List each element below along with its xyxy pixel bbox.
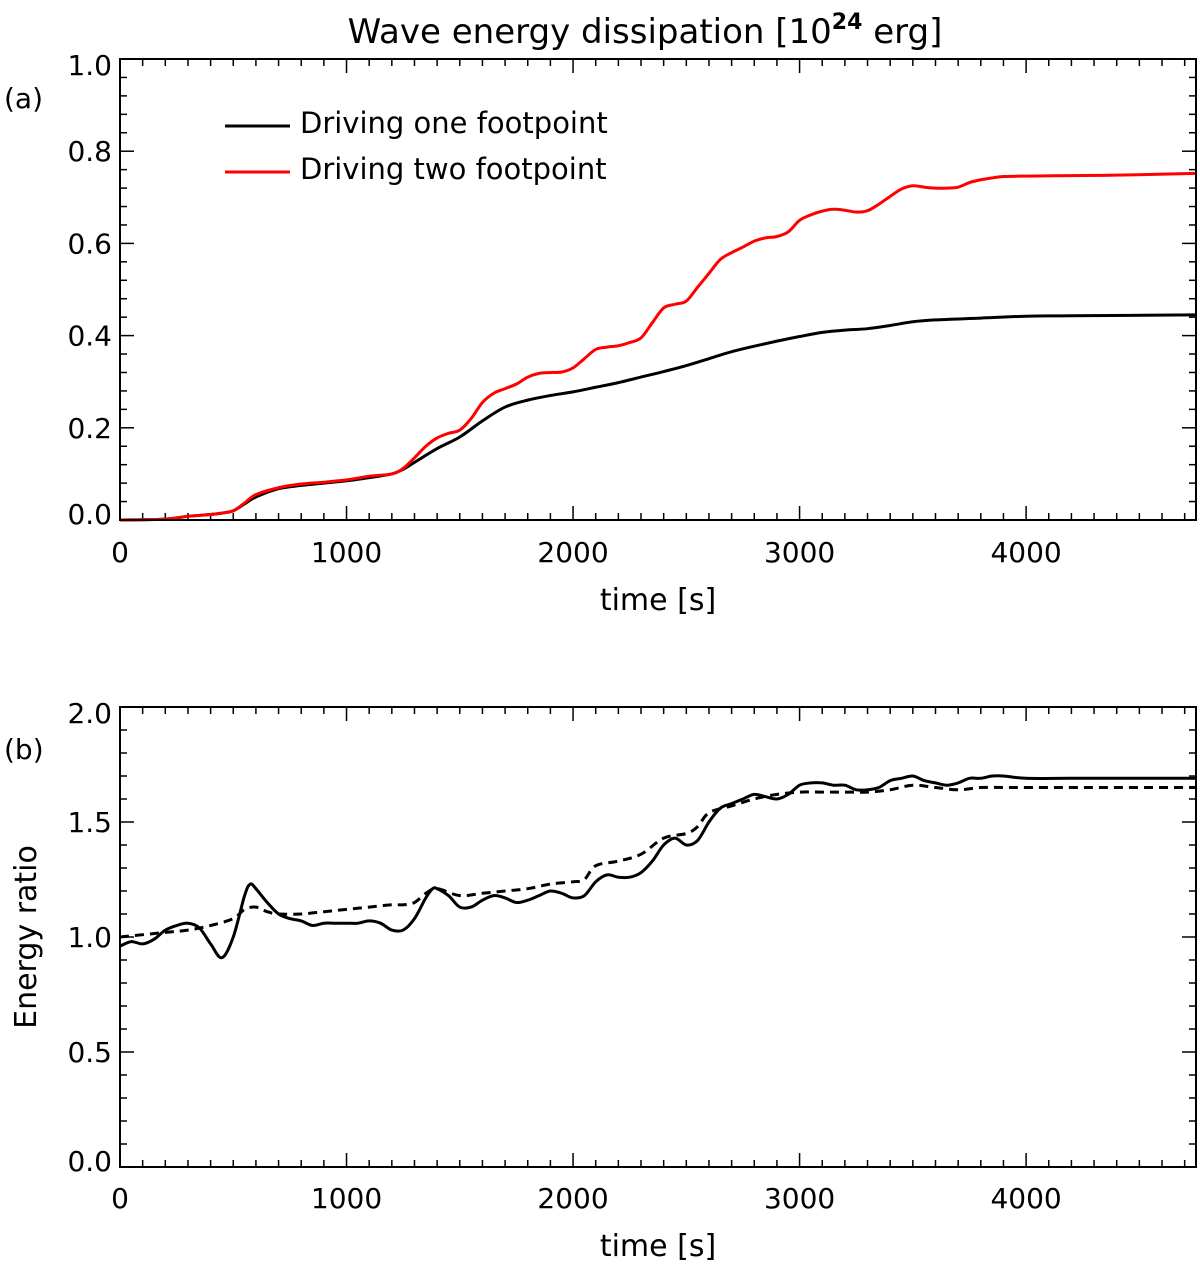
panel-b-y-axis-label: Energy ratio: [9, 845, 44, 1029]
b-x-tick-label: 0: [111, 1182, 129, 1215]
a-series-line-2: [119, 171, 1197, 522]
a-x-tick-label: 2000: [537, 536, 608, 569]
b-y-tick-label: 0.0: [67, 1145, 112, 1178]
b-x-tick-label: 1000: [311, 1182, 382, 1215]
panel-b-x-axis-label: time [s]: [600, 1229, 716, 1264]
b-y-tick-label: 1.5: [67, 806, 112, 839]
chart-title: Wave energy dissipation [1024 erg]: [348, 10, 943, 52]
a-y-tick-label: 0.6: [67, 227, 112, 260]
a-y-tick-label: 0.4: [67, 320, 112, 353]
b-y-tick-label: 0.5: [67, 1036, 112, 1069]
a-y-tick-label: 0.8: [67, 135, 112, 168]
panel-label-b: (b): [4, 733, 44, 766]
a-series-line-1: [119, 313, 1197, 522]
panel-b-ticks: 0 1000 2000 3000 4000 0.0 0.5 1.0 1.5 2.0: [67, 697, 1196, 1215]
panel-a-frame: [119, 58, 1197, 521]
panel-a-series: [119, 171, 1197, 522]
b-series-line-2: [119, 783, 1196, 939]
panel-label-a: (a): [4, 82, 43, 115]
panel-a-x-axis-label: time [s]: [600, 583, 716, 618]
legend: Driving one footpoint Driving two footpo…: [225, 106, 608, 186]
legend-label-one-footpoint: Driving one footpoint: [300, 106, 608, 140]
panel-a-ticks: 0 1000 2000 3000 4000 0.0 0.2 0.4 0.6 0.8 1.0: [67, 49, 1196, 569]
a-x-tick-label: 3000: [764, 536, 835, 569]
a-y-tick-label: 1.0: [67, 49, 112, 82]
panel-b-energy-ratio: (b) 0 1000 2000 3000 4000 0.0 0.5 1.0 1.5 2.0 tim…: [4, 697, 1197, 1264]
a-x-tick-label: 1000: [311, 536, 382, 569]
b-x-tick-label: 4000: [990, 1182, 1061, 1215]
a-y-tick-label: 0.2: [67, 412, 112, 445]
b-x-tick-label: 3000: [764, 1182, 835, 1215]
b-x-tick-label: 2000: [537, 1182, 608, 1215]
panel-a-energy-dissipation: Wave energy dissipation [1024 erg] (a) 0…: [4, 10, 1197, 618]
b-series-line-1: [119, 774, 1196, 960]
a-x-tick-label: 0: [111, 536, 129, 569]
a-x-tick-label: 4000: [990, 536, 1061, 569]
a-y-tick-label: 0.0: [67, 498, 112, 531]
panel-b-frame: [119, 706, 1197, 1168]
panel-b-series: [119, 774, 1196, 960]
b-y-tick-label: 1.0: [67, 921, 112, 954]
b-y-tick-label: 2.0: [67, 697, 112, 730]
legend-label-two-footpoint: Driving two footpoint: [300, 152, 607, 186]
